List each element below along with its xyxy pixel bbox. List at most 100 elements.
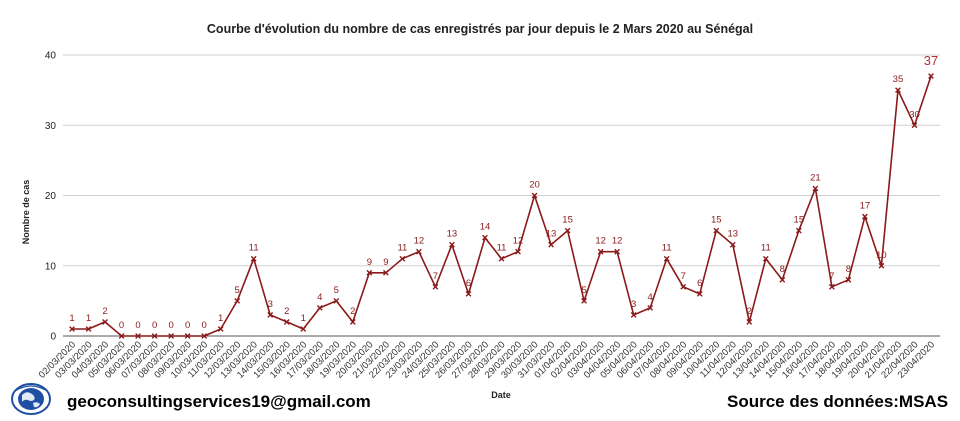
data-point xyxy=(762,255,769,262)
data-point xyxy=(201,333,208,339)
y-tick-label: 0 xyxy=(50,332,56,343)
data-label: 9 xyxy=(383,257,388,268)
data-point xyxy=(597,248,604,255)
data-label: 21 xyxy=(810,172,821,183)
data-point xyxy=(432,283,439,290)
data-label: 9 xyxy=(367,257,372,268)
data-point xyxy=(696,290,703,297)
data-label: 0 xyxy=(152,320,157,331)
data-label: 11 xyxy=(497,243,507,254)
data-point xyxy=(465,290,472,297)
data-label: 6 xyxy=(697,278,702,289)
data-label: 12 xyxy=(595,236,606,247)
data-label: 5 xyxy=(334,285,339,296)
data-label: 2 xyxy=(284,306,289,317)
data-point xyxy=(581,297,587,304)
data-label: 11 xyxy=(662,243,672,254)
data-point xyxy=(878,262,885,269)
data-point xyxy=(895,87,901,94)
data-point xyxy=(663,255,670,262)
data-label: 1 xyxy=(69,313,74,324)
data-label: 6 xyxy=(466,278,471,289)
data-label: 12 xyxy=(414,236,425,247)
data-label: 0 xyxy=(185,320,190,331)
data-label: 5 xyxy=(581,285,586,296)
data-point xyxy=(548,241,554,248)
data-point xyxy=(316,305,323,311)
gridlines xyxy=(63,54,940,267)
data-point xyxy=(928,73,934,79)
data-point xyxy=(382,269,389,276)
data-label: 35 xyxy=(893,74,904,85)
data-point xyxy=(267,312,274,318)
data-point xyxy=(713,227,720,234)
data-point xyxy=(217,326,224,332)
data-point xyxy=(828,283,835,290)
data-label: 15 xyxy=(794,215,805,226)
data-label: 7 xyxy=(829,271,834,282)
data-point xyxy=(531,192,538,199)
data-label: 8 xyxy=(846,264,851,275)
y-tick-label: 20 xyxy=(45,191,57,202)
data-label: 13 xyxy=(546,229,557,240)
data-label: 12 xyxy=(513,236,524,247)
contact-email: geoconsultingservices19@gmail.com xyxy=(67,392,371,411)
globe-logo-icon xyxy=(11,383,51,415)
data-label: 0 xyxy=(202,320,207,331)
data-point xyxy=(746,319,753,325)
data-point xyxy=(234,297,241,304)
data-label: 7 xyxy=(433,271,438,282)
data-point xyxy=(250,255,257,262)
data-label: 10 xyxy=(876,250,887,261)
data-point xyxy=(283,319,290,325)
data-point xyxy=(812,185,819,192)
data-point xyxy=(680,283,687,290)
data-point xyxy=(614,248,621,255)
chart-title: Courbe d'évolution du nombre de cas enre… xyxy=(207,22,753,36)
data-label: 17 xyxy=(860,201,871,212)
data-point xyxy=(795,227,802,234)
data-label: 3 xyxy=(268,299,273,310)
data-point xyxy=(135,333,141,339)
data-point xyxy=(349,319,356,325)
data-point xyxy=(300,326,307,332)
data-label: 37 xyxy=(924,53,938,68)
data-point xyxy=(647,305,654,311)
data-point xyxy=(862,213,868,220)
data-label: 1 xyxy=(218,313,223,324)
data-label: 4 xyxy=(317,292,322,303)
data-label: 11 xyxy=(397,243,407,254)
data-label: 5 xyxy=(235,285,240,296)
x-axis-ticks: 02/03/202003/03/202004/03/202005/03/2020… xyxy=(37,339,937,380)
data-point xyxy=(482,234,488,241)
data-label: 11 xyxy=(761,243,771,254)
data-point xyxy=(118,333,125,339)
data-point xyxy=(102,319,108,325)
data-label: 7 xyxy=(681,271,686,282)
data-point xyxy=(184,333,191,339)
data-point xyxy=(333,297,340,304)
y-axis-title: Nombre de cas xyxy=(21,180,31,245)
data-point xyxy=(366,269,373,276)
data-label: 3 xyxy=(631,299,636,310)
data-label: 8 xyxy=(780,264,785,275)
data-label: 2 xyxy=(102,306,107,317)
data-point xyxy=(515,248,521,255)
data-point xyxy=(911,122,918,129)
data-label: 30 xyxy=(909,109,920,120)
data-point xyxy=(779,276,786,283)
data-point xyxy=(151,333,158,339)
data-label: 15 xyxy=(562,215,573,226)
data-label: 12 xyxy=(612,236,623,247)
data-label: 2 xyxy=(747,306,752,317)
series-cases xyxy=(69,73,934,339)
data-label: 20 xyxy=(529,180,540,191)
y-tick-label: 30 xyxy=(45,121,57,132)
data-point xyxy=(399,255,406,262)
data-label: 11 xyxy=(249,243,259,254)
data-label: 0 xyxy=(119,320,124,331)
series-line xyxy=(72,75,932,337)
data-label: 13 xyxy=(447,229,458,240)
data-label: 0 xyxy=(135,320,140,331)
